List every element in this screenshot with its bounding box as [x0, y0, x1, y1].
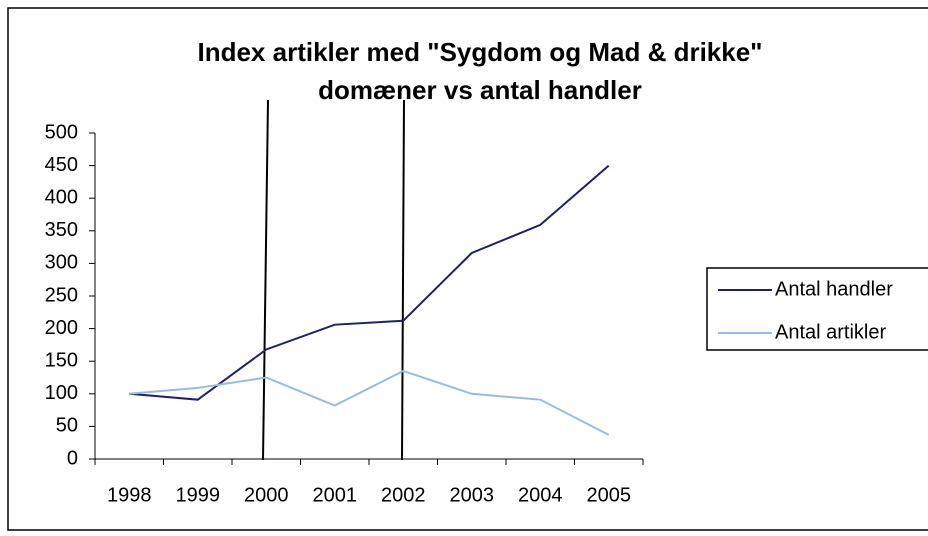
- y-tick-label: 250: [45, 284, 78, 306]
- annotation-line: [262, 99, 269, 461]
- series-line: [129, 369, 610, 436]
- legend-label: Antal handler: [775, 278, 893, 300]
- y-tick-label: 500: [45, 121, 78, 143]
- x-tick-label: 1999: [176, 484, 221, 506]
- x-tick-label: 1998: [107, 484, 152, 506]
- series-line: [129, 164, 610, 401]
- chart-title: domæner vs antal handler: [318, 75, 642, 105]
- x-tick-label: 2003: [450, 484, 495, 506]
- x-tick-label: 2002: [381, 484, 426, 506]
- y-tick-label: 50: [56, 415, 78, 437]
- x-tick-label: 2001: [313, 484, 358, 506]
- legend-label: Antal artikler: [775, 321, 886, 343]
- y-tick-label: 300: [45, 252, 78, 274]
- y-tick-label: 350: [45, 219, 78, 241]
- y-tick-label: 0: [67, 447, 78, 469]
- chart-border: [7, 7, 928, 531]
- y-tick-label: 400: [45, 186, 78, 208]
- chart-title: Index artikler med "Sygdom og Mad & drik…: [197, 37, 762, 67]
- legend-box: [706, 267, 928, 351]
- annotation-line: [401, 99, 405, 461]
- y-tick-label: 450: [45, 154, 78, 176]
- y-tick-label: 100: [45, 382, 78, 404]
- x-tick-label: 2005: [587, 484, 632, 506]
- y-tick-label: 150: [45, 349, 78, 371]
- y-tick-label: 200: [45, 317, 78, 339]
- x-tick-label: 2000: [244, 484, 289, 506]
- x-tick-label: 2004: [518, 484, 563, 506]
